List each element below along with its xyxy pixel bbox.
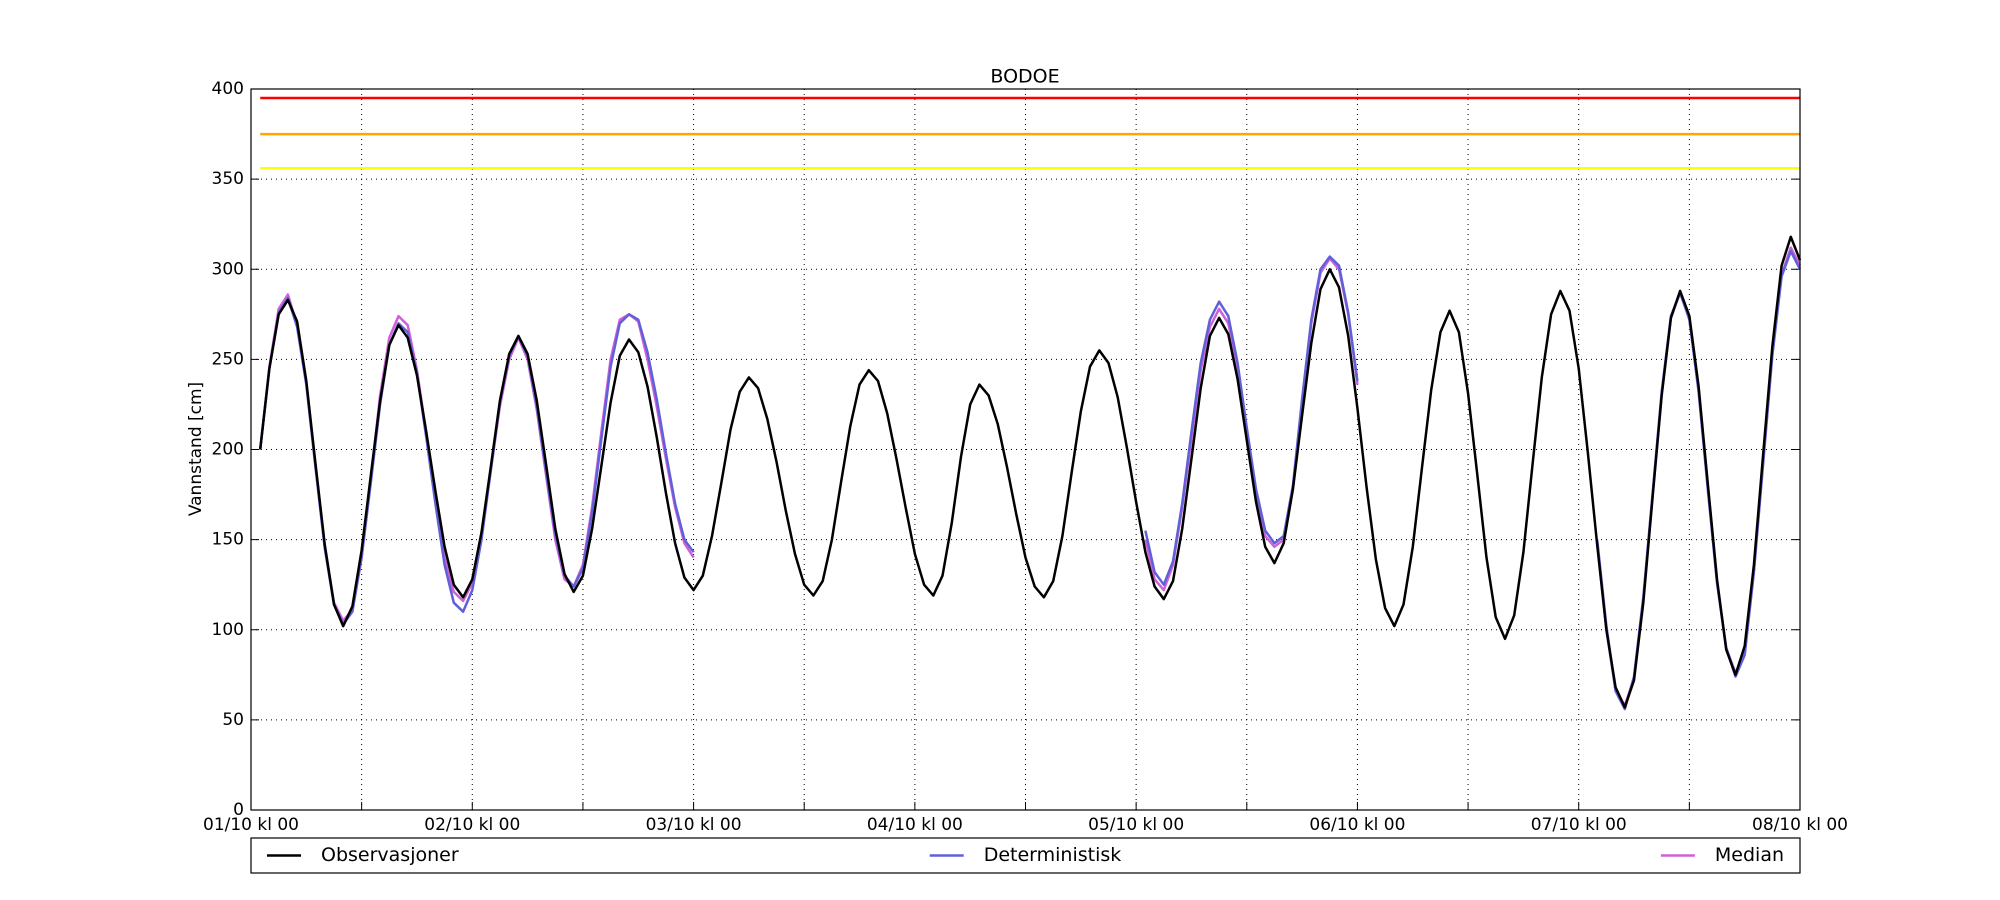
y-tick-label: 200: [212, 440, 244, 460]
y-axis-label: Vannstand [cm]: [186, 382, 206, 516]
plot-frame: [250, 88, 1801, 811]
legend-item: Deterministisk: [929, 844, 1122, 866]
legend-label: Median: [1715, 844, 1784, 866]
x-tick-label: 06/10 kl 00: [1309, 815, 1405, 835]
x-tick-label: 08/10 kl 00: [1752, 815, 1848, 835]
y-tick-label: 250: [212, 349, 244, 369]
legend-label: Deterministisk: [984, 844, 1122, 866]
y-tick-label: 50: [222, 710, 244, 730]
y-tick-label: 150: [212, 530, 244, 550]
y-tick-label: 350: [212, 169, 244, 189]
series-line: [258, 249, 1802, 711]
x-tick-label: 04/10 kl 00: [867, 815, 963, 835]
x-tick-label: 07/10 kl 00: [1531, 815, 1627, 835]
y-tick-label: 0: [233, 800, 244, 820]
chart-title: BODOE: [990, 66, 1059, 88]
y-tick-label: 400: [212, 79, 244, 99]
x-tick-label: 01/10 kl 00: [203, 815, 299, 835]
legend-item: Median: [1660, 844, 1784, 866]
series-line: [258, 235, 1802, 709]
x-tick-label: 03/10 kl 00: [646, 815, 742, 835]
x-tick-label: 02/10 kl 00: [424, 815, 520, 835]
legend-label: Observasjoner: [321, 844, 459, 866]
y-tick-label: 100: [212, 620, 244, 640]
x-tick-label: 05/10 kl 00: [1088, 815, 1184, 835]
y-tick-label: 300: [212, 259, 244, 279]
legend-box: [250, 837, 1801, 874]
legend-item: Observasjoner: [267, 844, 459, 866]
